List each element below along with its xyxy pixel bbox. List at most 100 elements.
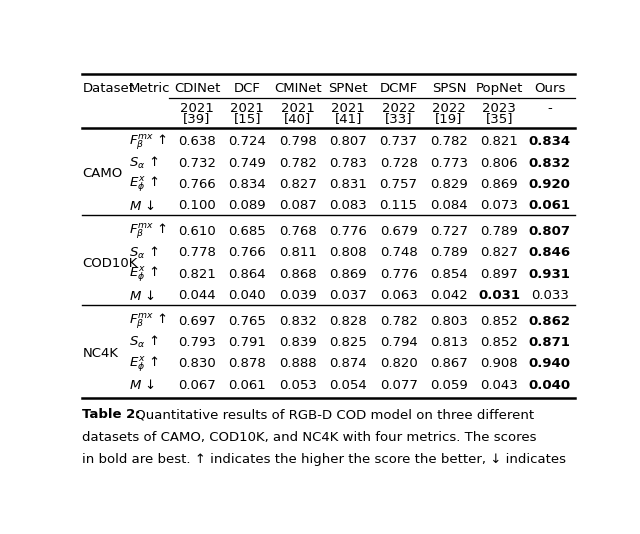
Text: $F_{\beta}^{mx}$ ↑: $F_{\beta}^{mx}$ ↑ [129,311,166,331]
Text: 0.748: 0.748 [380,246,417,260]
Text: 0.059: 0.059 [430,379,468,392]
Text: [33]: [33] [385,112,412,125]
Text: [41]: [41] [335,112,362,125]
Text: 0.827: 0.827 [279,178,317,191]
Text: $E_{\phi}^{x}$ ↑: $E_{\phi}^{x}$ ↑ [129,354,158,374]
Text: CDINet: CDINet [174,82,220,95]
Text: 0.931: 0.931 [529,268,571,281]
Text: 0.033: 0.033 [531,289,569,302]
Text: 0.042: 0.042 [430,289,468,302]
Text: 0.798: 0.798 [279,135,317,148]
Text: Table 2:: Table 2: [83,408,141,421]
Text: 0.727: 0.727 [430,225,468,238]
Text: 0.040: 0.040 [529,379,571,392]
Text: 0.061: 0.061 [228,379,266,392]
Text: 0.084: 0.084 [430,199,468,213]
Text: [40]: [40] [284,112,312,125]
Text: 0.869: 0.869 [330,268,367,281]
Text: $M$ ↓: $M$ ↓ [129,288,155,303]
Text: $S_{\alpha}$ ↑: $S_{\alpha}$ ↑ [129,245,158,261]
Text: 0.697: 0.697 [178,315,216,327]
Text: 0.821: 0.821 [481,135,518,148]
Text: 0.820: 0.820 [380,357,417,371]
Text: 0.043: 0.043 [481,379,518,392]
Text: datasets of CAMO, COD10K, and NC4K with four metrics. The scores: datasets of CAMO, COD10K, and NC4K with … [83,431,537,444]
Text: $S_{\alpha}$ ↑: $S_{\alpha}$ ↑ [129,155,158,171]
Text: 0.832: 0.832 [529,156,571,170]
Text: COD10K: COD10K [83,257,138,270]
Text: 0.831: 0.831 [329,178,367,191]
Text: 0.115: 0.115 [380,199,417,213]
Text: 0.807: 0.807 [529,225,571,238]
Text: 0.783: 0.783 [329,156,367,170]
Text: 0.087: 0.087 [279,199,317,213]
Text: 0.040: 0.040 [228,289,266,302]
Text: 0.803: 0.803 [430,315,468,327]
Text: 2021: 2021 [281,101,315,115]
Text: 0.724: 0.724 [228,135,266,148]
Text: 0.878: 0.878 [228,357,266,371]
Text: 0.039: 0.039 [279,289,317,302]
Text: 0.828: 0.828 [330,315,367,327]
Text: Ours: Ours [534,82,566,95]
Text: 0.791: 0.791 [228,336,266,349]
Text: $M$ ↓: $M$ ↓ [129,199,155,213]
Text: 0.867: 0.867 [430,357,468,371]
Text: $S_{\alpha}$ ↑: $S_{\alpha}$ ↑ [129,334,158,350]
Text: 0.825: 0.825 [329,336,367,349]
Text: DCMF: DCMF [380,82,418,95]
Text: 0.766: 0.766 [178,178,216,191]
Text: $M$ ↓: $M$ ↓ [129,378,155,392]
Text: 2021: 2021 [230,101,264,115]
Text: SPNet: SPNet [328,82,368,95]
Text: CMINet: CMINet [274,82,321,95]
Text: 0.044: 0.044 [178,289,216,302]
Text: DCF: DCF [234,82,261,95]
Text: $F_{\beta}^{mx}$ ↑: $F_{\beta}^{mx}$ ↑ [129,132,166,152]
Text: 0.100: 0.100 [178,199,216,213]
Text: 2022: 2022 [381,101,415,115]
Text: 0.864: 0.864 [228,268,266,281]
Text: $F_{\beta}^{mx}$ ↑: $F_{\beta}^{mx}$ ↑ [129,222,166,241]
Text: Quantitative results of RGB-D COD model on three different: Quantitative results of RGB-D COD model … [131,408,534,421]
Text: 0.037: 0.037 [329,289,367,302]
Text: 0.829: 0.829 [430,178,468,191]
Text: 0.782: 0.782 [279,156,317,170]
Text: 0.778: 0.778 [178,246,216,260]
Text: NC4K: NC4K [83,347,118,359]
Text: 0.834: 0.834 [228,178,266,191]
Text: 0.782: 0.782 [430,135,468,148]
Text: 0.794: 0.794 [380,336,417,349]
Text: 0.832: 0.832 [279,315,317,327]
Text: in bold are best. ↑ indicates the higher the score the better, ↓ indicates: in bold are best. ↑ indicates the higher… [83,453,566,467]
Text: 0.766: 0.766 [228,246,266,260]
Text: 0.728: 0.728 [380,156,417,170]
Text: 0.830: 0.830 [178,357,216,371]
Text: 0.806: 0.806 [481,156,518,170]
Text: 0.768: 0.768 [279,225,317,238]
Text: 0.054: 0.054 [330,379,367,392]
Text: 0.638: 0.638 [178,135,216,148]
Text: 2021: 2021 [332,101,365,115]
Text: 0.940: 0.940 [529,357,571,371]
Text: 0.862: 0.862 [529,315,571,327]
Text: 0.053: 0.053 [279,379,317,392]
Text: [39]: [39] [183,112,211,125]
Text: 0.808: 0.808 [330,246,367,260]
Text: 0.852: 0.852 [481,315,518,327]
Text: 0.610: 0.610 [178,225,216,238]
Text: CAMO: CAMO [83,167,123,180]
Text: 0.871: 0.871 [529,336,571,349]
Text: 0.773: 0.773 [430,156,468,170]
Text: 0.789: 0.789 [481,225,518,238]
Text: SPSN: SPSN [432,82,467,95]
Text: 0.846: 0.846 [529,246,571,260]
Text: 0.827: 0.827 [481,246,518,260]
Text: 0.067: 0.067 [178,379,216,392]
Text: 0.089: 0.089 [228,199,266,213]
Text: 0.897: 0.897 [481,268,518,281]
Text: 0.732: 0.732 [178,156,216,170]
Text: Dataset: Dataset [83,82,134,95]
Text: 0.888: 0.888 [279,357,317,371]
Text: 0.782: 0.782 [380,315,417,327]
